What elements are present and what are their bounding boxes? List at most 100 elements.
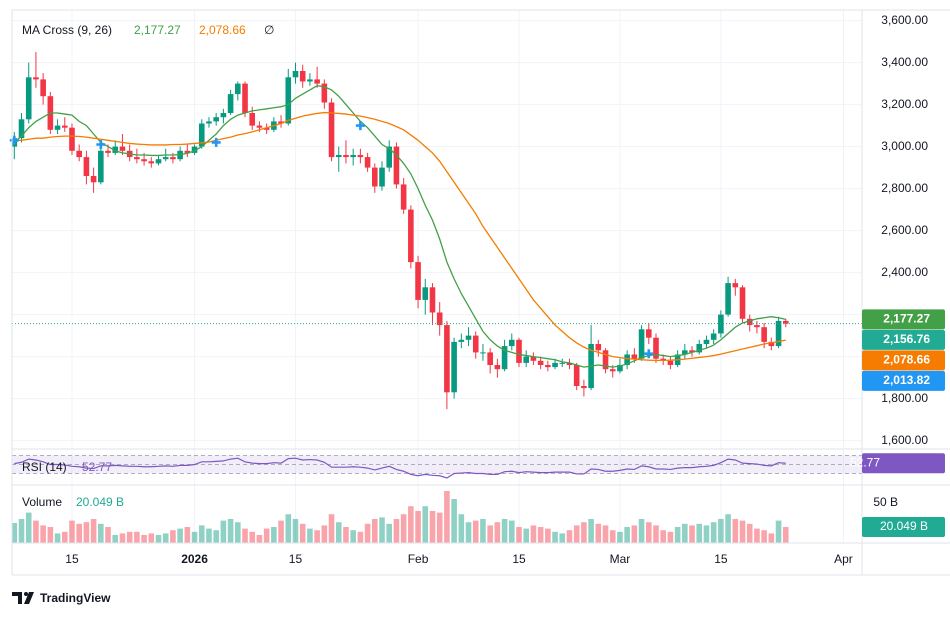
volume-bar bbox=[566, 530, 573, 543]
candle-body bbox=[76, 150, 82, 158]
y-tick-label: 2,400.00 bbox=[881, 265, 928, 279]
ma9-value: 2,177.27 bbox=[134, 23, 181, 37]
volume-bar bbox=[25, 512, 32, 543]
volume-bar bbox=[386, 523, 393, 543]
volume-bar bbox=[494, 522, 501, 543]
y-tick-label: 1,800.00 bbox=[881, 391, 928, 405]
volume-bar bbox=[739, 520, 746, 543]
volume-bar bbox=[18, 519, 25, 543]
volume-bar bbox=[624, 527, 630, 543]
y-tick-label: 2,600.00 bbox=[881, 223, 928, 237]
volume-bar bbox=[775, 520, 782, 543]
candle-body bbox=[624, 354, 630, 365]
candle-body bbox=[415, 262, 421, 300]
candle-body bbox=[335, 155, 342, 158]
volume-bar bbox=[198, 525, 205, 543]
volume-bar bbox=[638, 519, 645, 543]
volume-bar bbox=[674, 527, 681, 543]
candle-body bbox=[350, 155, 356, 158]
price-label: 2,156.76 bbox=[883, 332, 930, 346]
ma-line bbox=[14, 111, 786, 362]
candle-body bbox=[602, 350, 609, 370]
volume-bar bbox=[573, 525, 580, 543]
volume-bar bbox=[732, 519, 739, 543]
volume-bar bbox=[263, 528, 270, 543]
candle-body bbox=[105, 150, 111, 153]
candle-body bbox=[242, 83, 248, 113]
volume-bar bbox=[451, 499, 457, 543]
candle-body bbox=[631, 354, 638, 359]
volume-bar bbox=[76, 523, 82, 543]
y-tick-label: 1,600.00 bbox=[881, 433, 928, 447]
volume-bar bbox=[206, 528, 212, 543]
volume-bar bbox=[458, 514, 465, 543]
cross-marker bbox=[9, 135, 19, 145]
candle-body bbox=[33, 77, 39, 80]
volume-bar bbox=[429, 511, 436, 543]
volume-bar bbox=[689, 525, 695, 543]
candle-body bbox=[595, 344, 602, 351]
candle-body bbox=[667, 360, 674, 365]
volume-bar bbox=[501, 519, 508, 543]
volume-bar bbox=[472, 520, 479, 543]
candle-body bbox=[775, 320, 782, 347]
volume-bar bbox=[213, 530, 219, 543]
candle-body bbox=[148, 161, 155, 164]
candle-body bbox=[487, 352, 493, 365]
candle-body bbox=[645, 329, 652, 338]
volume-bar bbox=[480, 519, 486, 543]
volume-bar bbox=[83, 522, 90, 543]
volume-bar bbox=[408, 506, 414, 543]
cross-marker bbox=[644, 349, 654, 359]
candle-body bbox=[314, 79, 320, 84]
volume-bar bbox=[754, 528, 760, 543]
candle-body bbox=[516, 339, 522, 363]
cross-marker bbox=[96, 140, 106, 149]
volume-bar bbox=[227, 519, 234, 543]
volume-bar bbox=[487, 525, 493, 543]
candle-body bbox=[725, 283, 731, 315]
volume-bar bbox=[40, 525, 46, 543]
volume-bar bbox=[33, 520, 39, 543]
candle-body bbox=[573, 365, 580, 386]
volume-bar bbox=[321, 525, 328, 543]
volume-bar bbox=[559, 533, 566, 543]
volume-bar bbox=[595, 523, 602, 543]
candle-body bbox=[530, 356, 537, 361]
volume-bar bbox=[184, 527, 191, 543]
volume-bar bbox=[768, 533, 775, 543]
volume-bar bbox=[415, 511, 421, 543]
y-tick-label: 3,400.00 bbox=[881, 55, 928, 69]
volume-bar bbox=[271, 527, 277, 543]
volume-bar bbox=[602, 525, 609, 543]
price-label-box bbox=[862, 370, 945, 391]
candle-body bbox=[170, 157, 176, 160]
candle-body bbox=[321, 83, 328, 103]
rsi-last-box bbox=[862, 453, 945, 474]
candle-body bbox=[696, 344, 703, 353]
candle-body bbox=[566, 362, 573, 365]
candle-body bbox=[292, 71, 299, 78]
volume-bar bbox=[47, 527, 54, 543]
plot bbox=[9, 52, 862, 543]
candle-body bbox=[393, 146, 400, 185]
candle-body bbox=[422, 287, 429, 300]
volume-bar bbox=[314, 530, 320, 543]
logo-dot bbox=[24, 592, 28, 596]
logo-icon bbox=[12, 592, 34, 604]
x-tick-label: 15 bbox=[512, 552, 526, 566]
x-tick-label: Apr bbox=[834, 552, 853, 566]
cross-marker bbox=[355, 121, 365, 131]
candle-body bbox=[429, 287, 436, 313]
volume-tick-label: 50 B bbox=[873, 495, 898, 509]
volume-bar bbox=[523, 528, 530, 543]
rsi-line bbox=[14, 457, 786, 479]
volume-bar bbox=[645, 522, 652, 543]
volume-bar bbox=[617, 531, 623, 543]
y-tick-label: 3,200.00 bbox=[881, 97, 928, 111]
volume-bar bbox=[155, 535, 162, 543]
candle-body bbox=[689, 350, 695, 353]
indicator-title: MA Cross (9, 26) bbox=[22, 23, 112, 37]
volume-bar bbox=[516, 527, 522, 543]
candle-body bbox=[191, 146, 198, 153]
